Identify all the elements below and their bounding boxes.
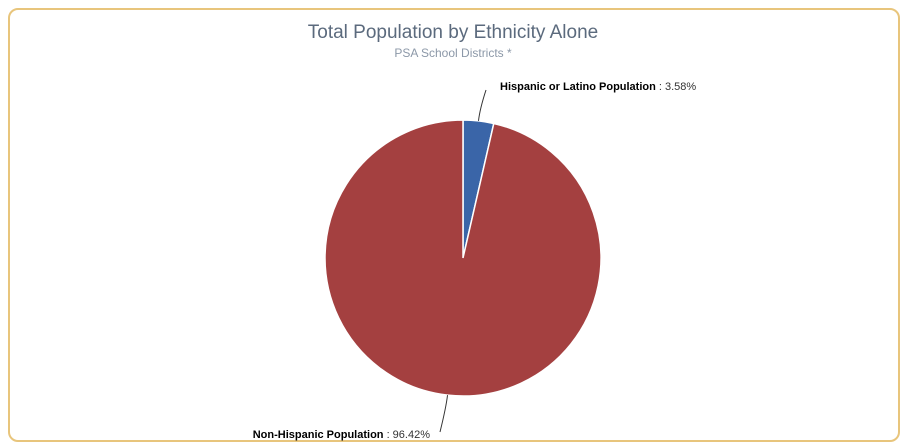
pie-slice-non-hispanic-population[interactable]	[324, 119, 602, 397]
chart-subtitle: PSA School Districts *	[394, 46, 512, 60]
connector-line-non-hispanic-population	[439, 395, 449, 433]
connector-line-hispanic-or-latino-population	[477, 89, 487, 121]
chart-title: Total Population by Ethnicity Alone	[307, 22, 599, 43]
data-label-non-hispanic-population: Non-Hispanic Population : 96.42%	[253, 429, 430, 441]
data-label-hispanic-or-latino-population: Hispanic or Latino Population : 3.58%	[500, 81, 696, 93]
